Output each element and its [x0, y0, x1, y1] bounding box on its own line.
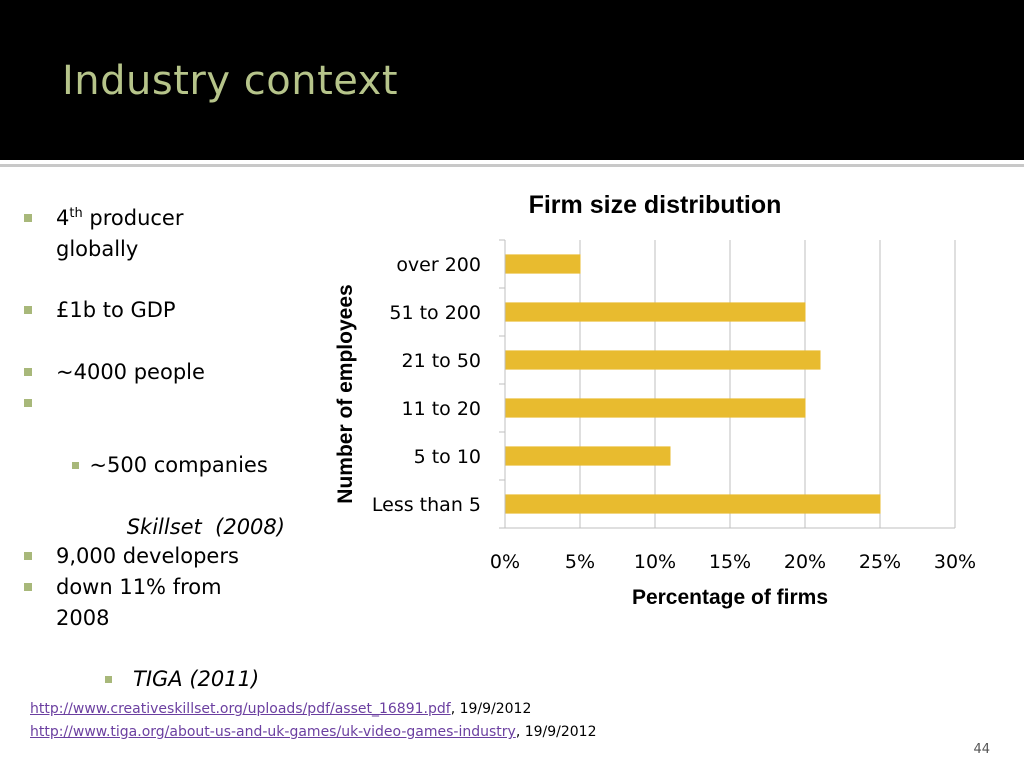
- bullet-marker-icon: [24, 399, 32, 407]
- bullet-item: 4th producer globally: [24, 203, 184, 265]
- bar: [505, 302, 806, 322]
- x-tick-label: 0%: [490, 551, 520, 573]
- bar: [505, 446, 671, 466]
- bullet-text: ~500 companies: [82, 453, 268, 477]
- bullet-list: 4th producer globally £1b to GDP ~4000 p…: [0, 0, 320, 700]
- y-tick-label: 21 to 50: [401, 350, 481, 372]
- slide-title: Industry context: [62, 58, 399, 104]
- bullet-marker-icon: [72, 462, 79, 469]
- y-tick-label: 51 to 200: [389, 302, 481, 324]
- citation-text: Skillset (2008): [126, 515, 285, 539]
- bullet-marker-icon: [24, 583, 32, 591]
- y-axis-title: Number of employees: [334, 284, 357, 503]
- x-axis-title: Percentage of firms: [632, 586, 828, 609]
- bar: [505, 398, 806, 418]
- page-number: 44: [973, 742, 990, 757]
- bar: [505, 254, 581, 274]
- reference-link[interactable]: http://www.creativeskillset.org/uploads/…: [30, 701, 451, 717]
- reference-line: http://www.creativeskillset.org/uploads/…: [30, 698, 597, 721]
- reference-line: http://www.tiga.org/about-us-and-uk-game…: [30, 721, 597, 744]
- bullet-text-rest: producer: [82, 206, 184, 230]
- bullet-text-line2: globally: [56, 237, 139, 261]
- y-tick-label: over 200: [396, 254, 481, 276]
- bullet-marker-icon: [24, 552, 32, 560]
- bullet-item: £1b to GDP: [24, 295, 176, 326]
- citation-text: TIGA (2011): [133, 667, 260, 691]
- bullet-text: down 11% from: [56, 575, 222, 599]
- x-tick-label: 15%: [709, 551, 751, 573]
- x-tick-label: 25%: [859, 551, 901, 573]
- firm-size-chart: Firm size distribution Less than 5 5 to 10…: [300, 180, 1020, 620]
- bullet-marker-icon: [24, 306, 32, 314]
- x-tick-label: 10%: [634, 551, 676, 573]
- title-bar: Industry context: [0, 0, 1024, 160]
- bullet-item: 9,000 developers: [24, 541, 239, 572]
- bullet-text: £1b to GDP: [56, 298, 176, 322]
- sub-bullet-item: TIGA (2011): [105, 664, 260, 695]
- bar: [505, 350, 821, 370]
- bullet-marker-icon: [24, 368, 32, 376]
- references: http://www.creativeskillset.org/uploads/…: [30, 698, 597, 744]
- x-tick-label: 5%: [565, 551, 595, 573]
- reference-date: , 19/9/2012: [450, 701, 532, 717]
- sub-bullet-item: Skillset (2008): [72, 450, 285, 574]
- bullet-text-line2: 2008: [56, 606, 110, 630]
- x-tick-label: 20%: [784, 551, 826, 573]
- reference-link[interactable]: http://www.tiga.org/about-us-and-uk-game…: [30, 724, 516, 740]
- chart-title: Firm size distribution: [529, 191, 782, 219]
- bullet-text: ~4000 people: [56, 360, 205, 384]
- bullet-item: down 11% from 2008: [24, 572, 222, 634]
- y-tick-label: 5 to 10: [414, 446, 481, 468]
- bullet-item: ~500 companies: [24, 388, 268, 512]
- x-tick-label: 30%: [934, 551, 976, 573]
- reference-date: , 19/9/2012: [515, 724, 597, 740]
- y-tick-label: Less than 5: [372, 494, 481, 516]
- title-divider: [0, 164, 1024, 167]
- bullet-marker-icon: [105, 676, 112, 683]
- bar: [505, 494, 881, 514]
- bullet-marker-icon: [24, 214, 32, 222]
- bullet-superscript: th: [69, 206, 83, 221]
- y-tick-label: 11 to 20: [401, 398, 481, 420]
- bullet-item: ~4000 people: [24, 357, 205, 388]
- bullet-text: 4: [56, 206, 70, 230]
- bullet-text: 9,000 developers: [56, 544, 239, 568]
- chart-svg: Firm size distribution Less than 5 5 to 10…: [334, 191, 976, 609]
